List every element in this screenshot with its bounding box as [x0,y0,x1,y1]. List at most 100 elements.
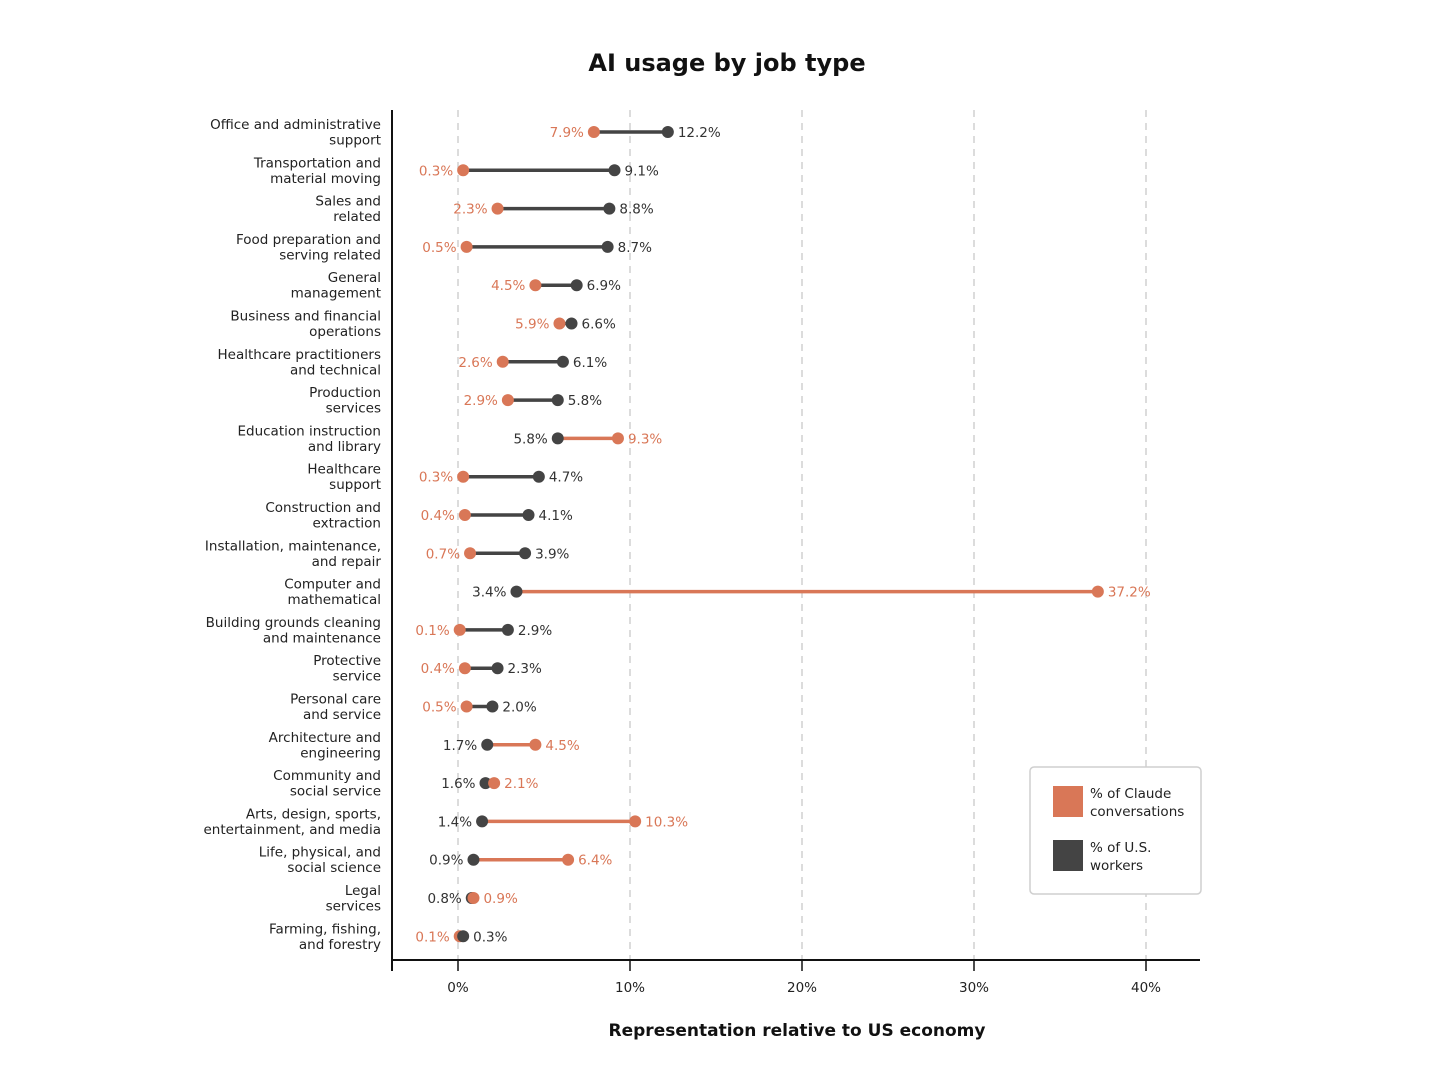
category-label: Business and financial operations [230,309,381,341]
data-rows: 7.9% 12.2% 0.3% 9.1% 2.3% 8.8% 0.5% 8.7% 4.5% 6.9… [415,125,1150,945]
claude-value-label: 37.2% [1108,585,1151,601]
category-label: Protective service [313,653,381,685]
claude-value-label: 9.3% [628,431,662,447]
claude-point [460,700,473,713]
workers-value-label: 5.8% [568,393,602,409]
data-row: 9.3% 5.8% [513,431,662,447]
category-label: Office and administrative support [210,117,381,149]
category-label-line: Installation, maintenance, [205,538,381,554]
workers-point [510,585,523,598]
category-label: Personal care and service [290,692,381,724]
category-label: Healthcare support [307,462,381,494]
workers-point [522,509,535,521]
workers-value-label: 3.9% [535,546,569,562]
category-label-line: Healthcare [307,462,381,478]
claude-point [453,623,466,636]
claude-value-label: 4.5% [491,278,525,294]
claude-point [629,815,642,828]
claude-point [460,240,473,253]
x-axis: 0% 10% 20% 30% 40% [391,959,1200,996]
category-label-line: extraction [313,516,381,532]
category-label-line: and library [308,439,381,455]
workers-point [601,240,614,253]
data-row: 0.4% 2.3% [421,661,542,677]
workers-value-label: 3.4% [472,585,506,601]
category-label-line: entertainment, and media [203,822,381,838]
category-label: General management [291,270,381,302]
claude-point [467,892,480,904]
claude-value-label: 6.4% [578,853,612,869]
claude-value-label: 0.1% [415,929,449,945]
category-label-line: serving related [279,247,381,263]
data-row: 0.5% 8.7% [422,240,652,256]
workers-point [603,202,616,215]
legend-swatch-workers [1053,840,1083,871]
category-label-line: service [333,669,381,685]
workers-point [551,394,564,407]
legend-label-line: conversations [1090,804,1184,820]
workers-value-label: 8.7% [618,240,652,256]
data-row: 0.1% 0.3% [415,929,507,945]
claude-value-label: 5.9% [515,317,549,333]
x-axis-label: Representation relative to US economy [609,1021,986,1041]
legend-swatch-claude [1053,786,1083,817]
legend-label-line: % of Claude [1090,786,1171,802]
claude-value-label: 0.4% [421,508,455,524]
category-label: Farming, fishing, and forestry [269,921,381,953]
data-row: 10.3% 1.4% [438,814,688,830]
category-label-line: Healthcare practitioners [218,347,381,363]
data-row: 2.1% 1.6% [441,776,538,792]
category-label: Legal services [326,883,381,915]
category-label: Installation, maintenance, and repair [205,538,382,570]
category-label-line: General [328,270,381,286]
category-label-line: Farming, fishing, [269,921,381,937]
workers-value-label: 8.8% [619,202,653,218]
data-row: 2.6% 6.1% [458,355,607,371]
claude-value-label: 2.3% [453,202,487,218]
claude-point [457,470,470,483]
category-label: Education instruction and library [237,423,381,455]
category-label: Production services [309,385,381,417]
category-label-line: Sales and [315,194,381,210]
workers-point [501,623,514,636]
claude-point [496,355,509,368]
category-label: Construction and extraction [265,500,381,532]
claude-value-label: 10.3% [645,814,688,830]
data-row: 7.9% 12.2% [550,125,721,141]
workers-point [457,930,470,943]
x-tick-label: 40% [1131,980,1161,996]
chart-title: AI usage by job type [588,49,865,77]
category-label-line: Community and [273,768,381,784]
legend-label-line: workers [1090,858,1143,874]
claude-value-label: 0.3% [419,470,453,486]
data-row: 4.5% 1.7% [443,738,580,754]
data-row: 37.2% 3.4% [472,585,1151,601]
claude-value-label: 0.3% [419,163,453,179]
claude-point [529,738,542,751]
category-label-line: Arts, design, sports, [246,806,381,822]
category-label-line: support [329,133,381,149]
workers-value-label: 5.8% [513,431,547,447]
data-row: 2.3% 8.8% [453,202,654,218]
category-label-line: material moving [270,171,381,187]
category-label-line: social service [290,784,381,800]
category-label-line: Computer and [284,577,381,593]
category-label: Architecture and engineering [269,730,381,762]
data-row: 0.1% 2.9% [415,623,552,639]
category-label: Building grounds cleaning and maintenance [206,615,381,647]
category-label-line: and technical [290,362,381,378]
claude-value-label: 0.1% [415,623,449,639]
claude-value-label: 0.5% [422,700,456,716]
category-label: Food preparation and serving related [236,232,381,264]
claude-value-label: 7.9% [550,125,584,141]
workers-point [479,777,492,790]
x-tick-label: 0% [447,980,469,996]
workers-point [481,738,494,751]
claude-point [491,202,504,215]
workers-value-label: 6.6% [582,317,616,333]
claude-value-label: 0.7% [426,546,460,562]
workers-value-label: 1.6% [441,776,475,792]
claude-value-label: 2.1% [504,776,538,792]
workers-value-label: 2.3% [508,661,542,677]
